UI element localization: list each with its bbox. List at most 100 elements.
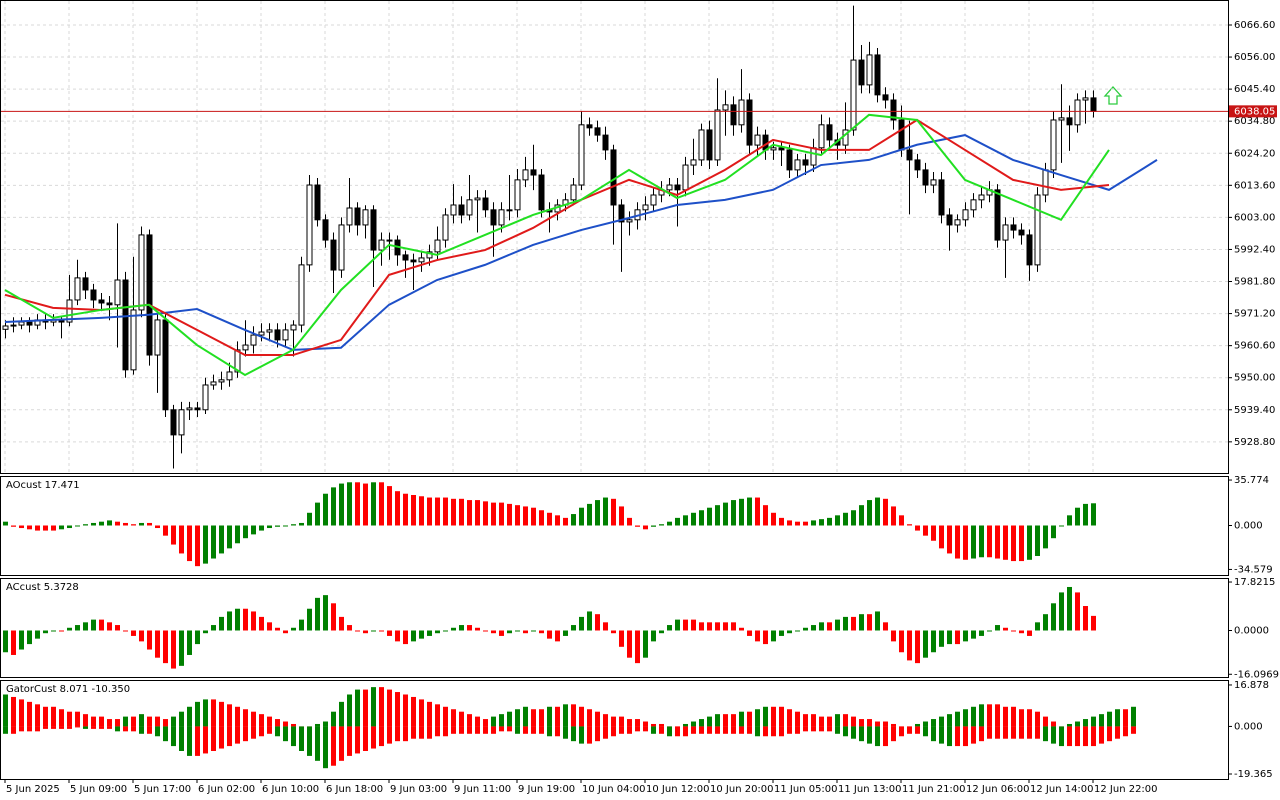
gator-bar xyxy=(459,726,464,734)
gator-bar xyxy=(1107,726,1112,742)
histogram-bar xyxy=(835,619,840,631)
candle-body xyxy=(530,169,537,176)
x-tick-label: 12 Jun 14:00 xyxy=(1030,784,1094,795)
gator-bar xyxy=(291,723,296,727)
histogram-bar xyxy=(315,597,320,631)
gator-bar xyxy=(107,726,112,729)
gator-bar xyxy=(811,714,816,727)
candle-body xyxy=(706,129,713,161)
gator-bar xyxy=(275,719,280,727)
candle-body xyxy=(402,254,409,261)
histogram-bar xyxy=(347,482,352,526)
candle-body xyxy=(426,251,433,259)
histogram-bar xyxy=(571,625,576,631)
histogram-bar xyxy=(1003,627,1008,631)
histogram-bar xyxy=(683,515,688,526)
histogram-bar xyxy=(827,517,832,526)
candle-body xyxy=(602,134,609,151)
alligator-line xyxy=(4,118,1110,357)
histogram-bar xyxy=(627,630,632,658)
candle-body xyxy=(66,299,73,323)
candle-body xyxy=(778,147,785,151)
x-tick-label: 10 Jun 12:00 xyxy=(646,784,710,795)
histogram-bar xyxy=(859,614,864,631)
histogram-bar xyxy=(259,616,264,631)
histogram-bar xyxy=(1091,615,1096,631)
histogram-bar xyxy=(75,625,80,631)
gator-bar xyxy=(395,692,400,727)
candle-body xyxy=(242,344,249,351)
histogram-bar xyxy=(643,525,648,530)
gator-bar xyxy=(243,709,248,727)
gator-bar xyxy=(251,711,256,727)
gator-bar xyxy=(331,711,336,727)
candle-body xyxy=(98,299,105,304)
histogram-bar xyxy=(691,619,696,631)
histogram-bar xyxy=(811,625,816,631)
histogram-bar xyxy=(227,525,232,549)
histogram-bar xyxy=(171,525,176,545)
gator-bar xyxy=(315,723,320,727)
histogram-bar xyxy=(427,497,432,526)
gator-bar xyxy=(91,726,96,729)
histogram-bar xyxy=(435,497,440,526)
histogram-bar xyxy=(371,482,376,526)
gator-bar xyxy=(739,726,744,734)
histogram-bar xyxy=(619,506,624,526)
histogram-bar xyxy=(491,502,496,526)
gator-bar xyxy=(27,701,32,727)
gator-bar xyxy=(507,711,512,727)
gator-bar xyxy=(1019,709,1024,727)
gator-bar xyxy=(851,726,856,739)
gator-bar xyxy=(35,704,40,727)
histogram-bar xyxy=(139,522,144,526)
gator-bar xyxy=(1027,726,1032,739)
gator-bar xyxy=(795,711,800,727)
gator-bar xyxy=(595,711,600,727)
candle-body xyxy=(682,164,689,191)
gator-bar xyxy=(1011,726,1016,739)
histogram-bar xyxy=(803,627,808,631)
histogram-bar xyxy=(203,630,208,634)
histogram-bar xyxy=(387,630,392,636)
y-tick-label: 6024.20 xyxy=(1234,148,1275,159)
histogram-bar xyxy=(707,507,712,526)
gator-bar xyxy=(875,721,880,727)
histogram-bar xyxy=(907,630,912,661)
histogram-bar xyxy=(979,630,984,636)
gator-bar xyxy=(787,709,792,727)
gator-bar xyxy=(667,726,672,737)
gator-bar xyxy=(467,714,472,727)
gator-bar xyxy=(259,714,264,727)
y-tick-label: 6003.00 xyxy=(1234,212,1275,223)
gator-bar xyxy=(883,726,888,747)
gator-bar xyxy=(699,719,704,727)
gator-bar xyxy=(531,726,536,734)
gator-bar xyxy=(595,726,600,742)
histogram-bar xyxy=(27,525,32,530)
histogram-bar xyxy=(715,505,720,526)
histogram-bar xyxy=(395,491,400,526)
gator-bar xyxy=(995,726,1000,739)
histogram-bar xyxy=(211,625,216,631)
gator-bar xyxy=(1035,726,1040,739)
gator-bar xyxy=(123,716,128,727)
candle-body xyxy=(1026,234,1033,266)
gator-bar xyxy=(251,726,256,739)
gator-bar xyxy=(819,716,824,727)
histogram-bar xyxy=(323,493,328,526)
gator-bar xyxy=(995,704,1000,727)
candle-body xyxy=(410,259,417,263)
candle-body xyxy=(202,384,209,411)
x-tick-label: 10 Jun 04:00 xyxy=(582,784,646,795)
candle-body xyxy=(954,219,961,226)
histogram-bar xyxy=(1043,614,1048,631)
gator-bar xyxy=(443,726,448,737)
y-tick-label: 17.8215 xyxy=(1234,577,1275,588)
histogram-bar xyxy=(899,515,904,526)
histogram-bar xyxy=(635,630,640,664)
histogram-bar xyxy=(1003,525,1008,560)
histogram-bar xyxy=(99,521,104,526)
candle-body xyxy=(74,277,81,301)
gator-bar xyxy=(915,723,920,727)
